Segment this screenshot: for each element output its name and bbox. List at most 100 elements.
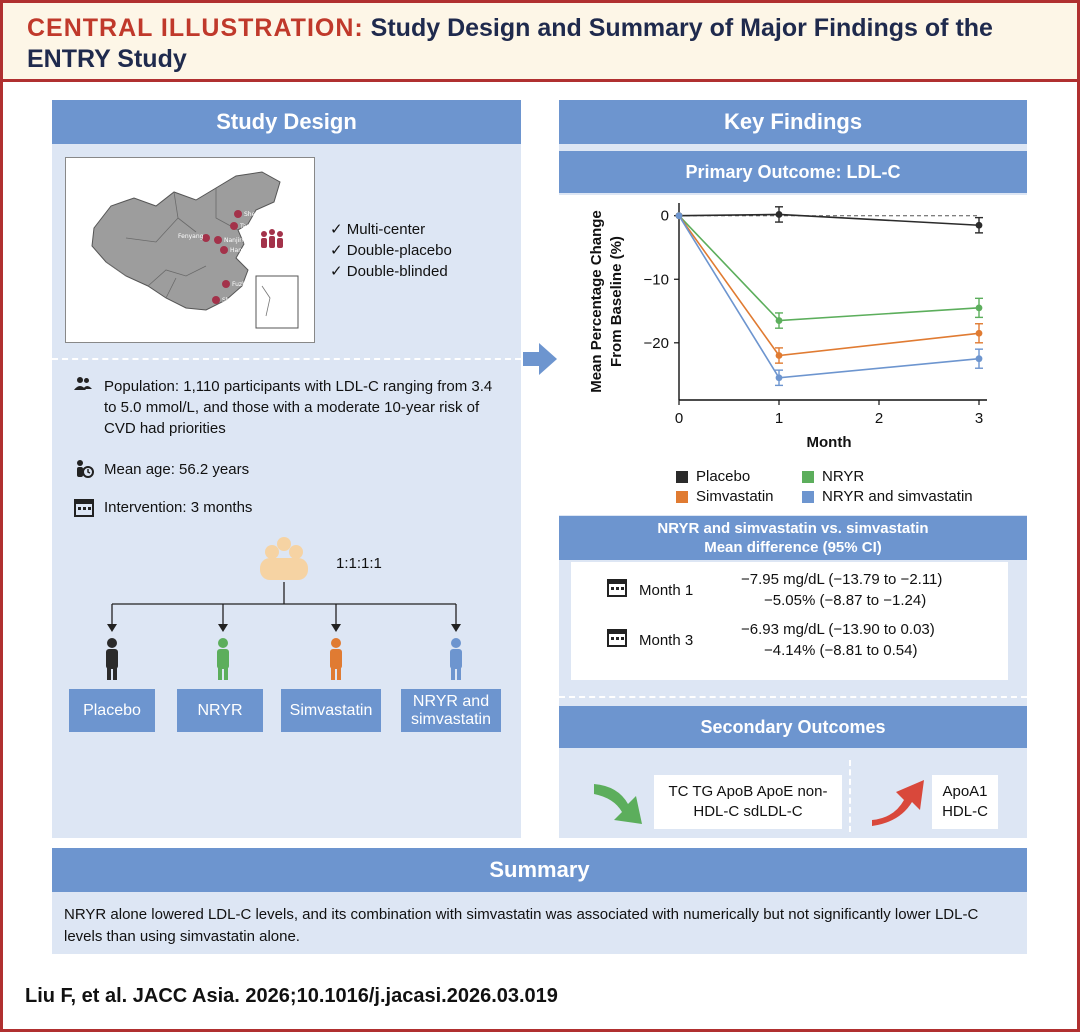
figure-title-lead: CENTRAL ILLUSTRATION:: [27, 14, 364, 42]
design-divider: [52, 358, 521, 360]
mean-difference-title: NRYR and simvastatin vs. simvastatin: [657, 520, 929, 537]
map-inset-coast: [261, 285, 271, 317]
participants-cluster-icon: [260, 537, 308, 580]
mean-age-text: Mean age: 56.2 years: [104, 461, 250, 478]
arm-figures: [106, 638, 462, 680]
simvastatin-person-icon: [330, 638, 342, 680]
map-city-label: Nanjing: [224, 237, 247, 244]
population-icon: [74, 376, 104, 439]
y-tick-label: 0: [661, 208, 669, 225]
map-city-label: Fuzhou: [232, 281, 254, 288]
map-city-label: Tangshan: [239, 223, 269, 230]
citation: Liu F, et al. JACC Asia. 2026;10.1016/j.…: [25, 985, 558, 1007]
x-tick-label: 2: [875, 410, 883, 427]
secondary-outcomes-title: Secondary Outcomes: [559, 706, 1027, 748]
legend-swatch: [802, 490, 814, 503]
legend-swatch: [676, 490, 688, 503]
checklist-item: ✓ Double-blinded: [330, 263, 448, 280]
md-value-percent: −5.05% (−8.87 to −1.24): [764, 592, 927, 609]
y-axis-label-line2: From Baseline (%): [608, 236, 625, 367]
map-inset: [255, 275, 299, 329]
map-city-label: Fenyang: [178, 233, 204, 240]
mean-age-row: Mean age: 56.2 years: [74, 459, 249, 485]
summary-text: NRYR alone lowered LDL-C levels, and its…: [64, 906, 979, 945]
map-pin-icon: [220, 246, 228, 254]
primary-outcome-chart-area: 0 −10 −20 0 1 2 3 Month Mean Percentage Change Fr…: [559, 195, 1027, 515]
legend-swatch: [676, 470, 688, 483]
series-line: [678, 215, 980, 322]
md-value-percent: −4.14% (−8.81 to 0.54): [764, 642, 918, 659]
y-tick-label: −20: [644, 335, 669, 352]
findings-divider: [559, 696, 1027, 698]
map-pin-icon: [230, 222, 238, 230]
y-tick-label: −10: [644, 271, 669, 288]
nryr-person-icon: [217, 638, 229, 680]
data-point: [775, 317, 783, 324]
figure-title-rest: Study Design and Summary of Major Findin…: [27, 14, 993, 73]
placebo-person-icon: [106, 638, 118, 680]
calendar-icon: [607, 629, 627, 647]
summary-panel: Summary NRYR alone lowered LDL-C levels,…: [52, 848, 1027, 954]
secondary-increased-box: ApoA1 HDL-C: [932, 775, 998, 829]
china-map: Shenyang Tangshan Fenyang Nanjing Hangzh…: [65, 157, 315, 343]
key-findings-title: Key Findings: [559, 100, 1027, 144]
legend-item-placebo: Placebo: [676, 468, 750, 485]
x-tick-label: 1: [775, 410, 783, 427]
arrow-down-icon: [594, 784, 642, 824]
map-graphic: Shenyang Tangshan Fenyang Nanjing Hangzh…: [91, 171, 299, 329]
md-month-label: Month 1: [639, 582, 694, 599]
data-point: [975, 329, 983, 337]
md-value-mgdl: −6.93 mg/dL (−13.90 to 0.03): [741, 621, 935, 638]
tree-arrowheads: [107, 624, 461, 632]
data-point: [975, 304, 983, 312]
y-axis-label: Mean Percentage Change: [588, 210, 605, 393]
arm-simvastatin: Simvastatin: [281, 689, 381, 732]
data-point: [975, 221, 983, 229]
x-tick-label: 3: [975, 410, 983, 427]
arm-placebo: Placebo: [69, 689, 155, 732]
age-icon: [74, 459, 104, 485]
map-pin-icon: [212, 296, 220, 304]
md-value-mgdl: −7.95 mg/dL (−13.79 to −2.11): [741, 571, 943, 588]
md-month-label: Month 3: [639, 632, 694, 649]
map-province-lines: [105, 188, 239, 299]
randomization-tree: 1:1:1:1: [107, 537, 461, 632]
study-design-title: Study Design: [52, 100, 521, 144]
map-pins: [202, 210, 242, 304]
check-icon: ✓: [330, 242, 347, 259]
ldl-chart: 0 −10 −20 0 1 2 3 Month Mean Percentage Change Fr…: [588, 203, 987, 451]
arrow-right-icon: [523, 343, 557, 375]
calendar-icon: [607, 579, 627, 597]
map-pin-icon: [222, 280, 230, 288]
legend-item-simvastatin: Simvastatin: [676, 488, 774, 505]
combo-person-icon: [450, 638, 462, 680]
population-text: Population: 1,110 participants with LDL-…: [104, 378, 493, 437]
summary-title: Summary: [52, 848, 1027, 892]
legend-item-combo: NRYR and simvastatin: [802, 488, 973, 505]
checklist-item: ✓ Multi-center: [330, 221, 426, 238]
arm-nryr: NRYR: [177, 689, 263, 732]
map-city-label: Shenyang: [244, 211, 274, 218]
figure-title: CENTRAL ILLUSTRATION: Study Design and S…: [27, 13, 1067, 75]
x-tick-label: 0: [675, 410, 683, 427]
mean-difference-box: Month 1 −7.95 mg/dL (−13.79 to −2.11) −5…: [571, 562, 1008, 680]
intervention-text: Intervention: 3 months: [104, 499, 253, 516]
x-axis-label: Month: [807, 434, 852, 451]
data-point: [675, 212, 683, 220]
mean-difference-subtitle: Mean difference (95% CI): [704, 539, 882, 556]
tree-branches: [111, 604, 457, 626]
design-checklist: ✓ Multi-center ✓ Double-placebo ✓ Double…: [330, 219, 452, 282]
secondary-divider: [849, 760, 851, 832]
arrow-up-icon: [872, 780, 924, 826]
population-row: Population: 1,110 participants with LDL-…: [74, 376, 494, 439]
map-city-label: Shenzhen: [222, 297, 252, 304]
data-point: [775, 352, 783, 359]
check-icon: ✓: [330, 263, 347, 280]
primary-outcome-title: Primary Outcome: LDL-C: [559, 151, 1027, 193]
map-country-shape: [91, 171, 281, 311]
legend-item-nryr: NRYR: [802, 468, 864, 485]
people-group-icon: [261, 229, 283, 248]
map-pin-icon: [234, 210, 242, 218]
secondary-decreased-box: TC TG ApoB ApoE non-HDL-C sdLDL-C: [654, 775, 842, 829]
allocation-ratio: 1:1:1:1: [336, 555, 382, 572]
